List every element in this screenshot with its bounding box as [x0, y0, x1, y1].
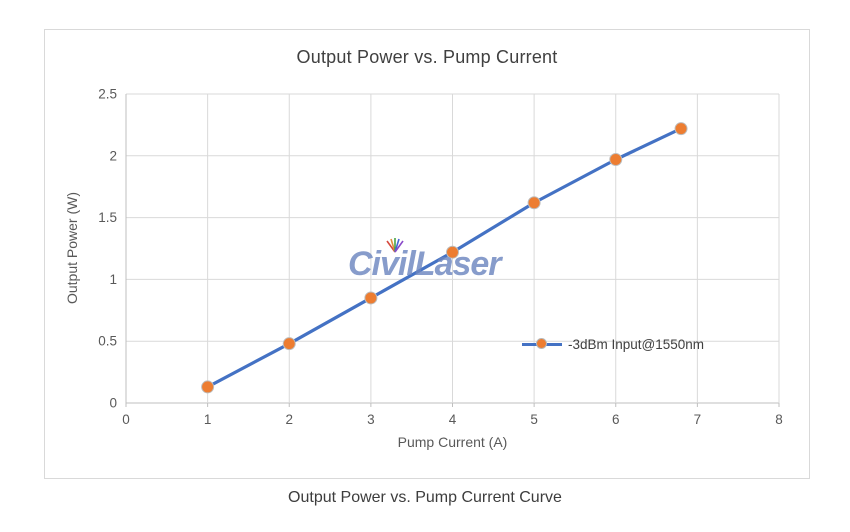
- svg-text:2: 2: [109, 148, 117, 163]
- svg-text:4: 4: [449, 412, 457, 427]
- y-axis-title: Output Power (W): [64, 191, 80, 305]
- logo-rays-icon: [386, 238, 404, 253]
- figure-caption: Output Power vs. Pump Current Curve: [288, 489, 562, 506]
- watermark-text: CivilLaser: [348, 245, 502, 283]
- svg-text:1.5: 1.5: [98, 210, 117, 225]
- svg-text:0: 0: [109, 396, 117, 411]
- svg-text:5: 5: [530, 412, 538, 427]
- svg-text:7: 7: [694, 412, 702, 427]
- legend-label: -3dBm Input@1550nm: [568, 336, 705, 352]
- svg-text:1: 1: [204, 412, 212, 427]
- svg-text:2: 2: [285, 412, 293, 427]
- x-axis-title: Pump Current (A): [397, 434, 508, 450]
- svg-text:3: 3: [367, 412, 375, 427]
- chart-title: Output Power vs. Pump Current: [296, 47, 558, 67]
- legend-key: [522, 336, 562, 352]
- plot-svg: 0 0.5 1 1.5 2 2.5 0 1 2 3 4 5 6 7 8: [98, 87, 783, 428]
- svg-text:0.5: 0.5: [98, 334, 117, 349]
- legend-marker-icon: [536, 338, 547, 349]
- svg-text:8: 8: [775, 412, 783, 427]
- svg-text:1: 1: [109, 272, 117, 287]
- svg-text:2.5: 2.5: [98, 87, 117, 102]
- legend: -3dBm Input@1550nm: [522, 336, 704, 352]
- svg-text:6: 6: [612, 412, 620, 427]
- plot-area: 0 0.5 1 1.5 2 2.5 0 1 2 3 4 5 6 7 8 CivilLaser -3dBm I…: [98, 87, 783, 428]
- watermark-logo: CivilLaser: [348, 238, 502, 284]
- svg-text:0: 0: [122, 412, 130, 427]
- chart-card: Output Power vs. Pump Current Output Pow…: [44, 29, 810, 479]
